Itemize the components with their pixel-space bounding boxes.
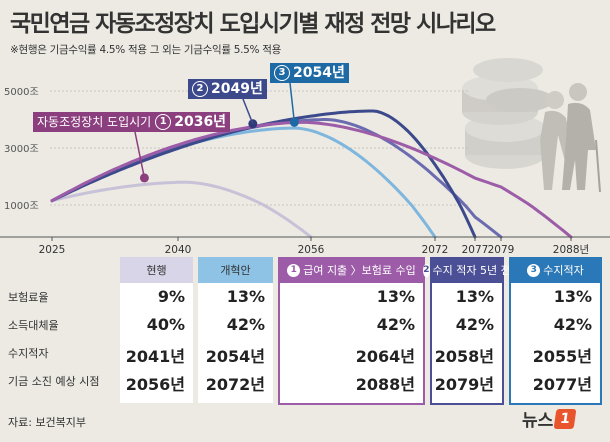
page-subtitle: ※현행은 기금수익률 4.5% 적용 그 외는 기금수익률 5.5% 적용 [10,44,281,56]
series-line-개혁안 [50,126,437,239]
table-cell: 13% [455,287,494,306]
series-line-2036년 [50,118,503,239]
x-tick-label: 2056 [298,244,325,256]
table-column: 2 수지 적자 5년 전 13% 42% 2058년 2079년 [423,257,511,405]
row-label: 보험료율 [8,291,49,304]
column-number-badge: 1 [287,263,301,277]
x-tick-label: 2088년 [553,244,589,256]
table-cell: 42% [376,315,415,334]
y-tick-label: 5000조 [4,87,39,98]
table-cell: 2077년 [532,375,592,394]
table-cell: 13% [226,287,265,306]
column-header: 현행 [120,257,193,283]
table-cell: 2056년 [125,375,185,394]
table-cell: 42% [455,315,494,334]
column-header-text: 수지 적자 5년 전 [432,264,511,277]
annotation-badge: 3 [274,65,290,81]
annotation-year: 2054년 [293,65,345,81]
chart-markers [134,82,299,183]
table-cell: 2041년 [125,347,185,366]
table-column: 현행 9% 40% 2041년 2056년 [120,257,193,403]
chart: 5000조 3000조 1000조 2025 2040 2056 2072 2077 2079… [0,58,610,256]
news1-logo: 뉴스 1 [522,406,577,431]
x-tick-label: 2079 [488,244,515,256]
annotation-year: 2036년 [174,114,227,130]
source-note: 자료: 보건복지부 [8,416,87,429]
column-number-badge: 3 [527,263,541,277]
annotation-year: 2049년 [211,81,263,97]
table-column: 3 수지적자 13% 42% 2055년 2077년 [509,257,602,405]
annotation-3: 3 2054년 [270,63,349,83]
table-cell: 2058년 [434,347,494,366]
table-cell: 42% [553,315,592,334]
table-cell: 2072년 [205,375,265,394]
x-tick-label: 2072 [422,244,449,256]
coins-elderly-illustration [462,58,601,193]
column-header-text: 현행 [146,264,167,277]
x-tick-label: 2025 [39,244,66,256]
row-label: 소득대체율 [8,319,59,332]
column-number-badge: 2 [423,263,430,277]
y-axis-labels: 5000조 3000조 1000조 [4,87,39,212]
table-cell: 40% [146,315,185,334]
column-body: 13% 42% 2055년 2077년 [509,283,602,405]
row-label: 수지적자 [8,347,49,360]
table-column: 1 급여 지출 〉보험료 수입 13% 42% 2064년 2088년 [278,257,425,405]
table-cell: 9% [157,287,185,306]
annotation-leader [289,82,296,123]
column-header-text: 개혁안 [220,264,251,277]
y-tick-label: 3000조 [4,144,39,155]
column-header: 3 수지적자 [509,257,602,283]
table-cell: 13% [553,287,592,306]
x-axis-labels: 2025 2040 2056 2072 2077 2079 2088년 [39,237,589,256]
table-cell: 2064년 [355,347,415,366]
annotation-leader [134,131,146,179]
column-body: 9% 40% 2041년 2056년 [120,283,193,403]
annotation-badge: 2 [192,81,208,97]
annotation-1: 자동조정장치 도입시기 1 2036년 [33,112,231,132]
page-title: 국민연금 자동조정장치 도입시기별 재정 전망 시나리오 [10,11,496,37]
column-body: 13% 42% 2054년 2072년 [198,283,273,403]
x-tick-label: 2040 [165,244,192,256]
row-label: 기금 소진 예상 시점 [8,375,100,388]
annotation-leader [242,98,254,125]
table-cell: 2055년 [532,347,592,366]
column-body: 13% 42% 2058년 2079년 [430,283,504,405]
column-body: 13% 42% 2064년 2088년 [278,283,425,405]
column-header: 1 급여 지출 〉보험료 수입 [278,257,425,283]
column-header: 개혁안 [198,257,273,283]
table-column: 개혁안 13% 42% 2054년 2072년 [198,257,273,403]
annotation-badge: 1 [155,114,172,130]
table-cell: 13% [376,287,415,306]
table-cell: 2079년 [434,375,494,394]
column-header: 2 수지 적자 5년 전 [423,257,511,283]
table-cell: 42% [226,315,265,334]
table-cell: 2088년 [355,375,415,394]
annotation-2: 2 2049년 [188,79,267,99]
y-tick-label: 1000조 [4,201,39,212]
x-tick-label: 2077 [462,244,489,256]
table-cell: 2054년 [205,347,265,366]
column-header-text: 수지적자 [543,264,584,277]
series-line-현행 [50,180,313,239]
annotation-text: 자동조정장치 도입시기 [37,115,152,129]
column-header-text: 급여 지출 〉보험료 수입 [303,264,416,277]
